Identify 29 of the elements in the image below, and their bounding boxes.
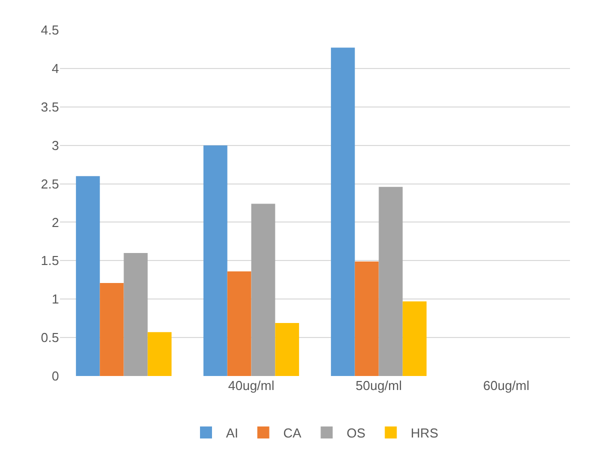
legend-label: AI (226, 426, 238, 441)
bar (100, 282, 124, 376)
legend-label: HRS (410, 426, 439, 441)
y-tick-label: 3 (52, 138, 59, 153)
y-tick-label: 1.5 (40, 253, 59, 268)
legend-label: OS (346, 426, 366, 441)
y-tick-label: 2 (52, 214, 59, 230)
bar (203, 145, 228, 376)
y-tick-label: 4.5 (40, 22, 59, 38)
x-tick-label: 50ug/ml (356, 378, 402, 393)
y-tick-label: 4 (52, 60, 59, 76)
y-tick-label: 0.5 (40, 330, 59, 346)
legend-label: CA (283, 426, 302, 441)
bar (124, 252, 148, 376)
y-tick-label: 3.5 (40, 99, 59, 114)
bar (227, 271, 252, 376)
y-tick-label: 2.5 (40, 176, 59, 192)
bar (330, 48, 355, 376)
bar (275, 322, 300, 376)
bar (402, 301, 427, 376)
x-tick-label: 40ug/ml (228, 378, 274, 393)
bar (354, 261, 379, 376)
y-tick-label: 0 (52, 368, 59, 384)
bar (378, 186, 403, 376)
x-tick-label: 60ug/ml (483, 378, 530, 393)
bar (251, 204, 276, 376)
bar (76, 176, 100, 376)
bar (148, 332, 172, 376)
y-tick-label: 1 (52, 292, 59, 307)
